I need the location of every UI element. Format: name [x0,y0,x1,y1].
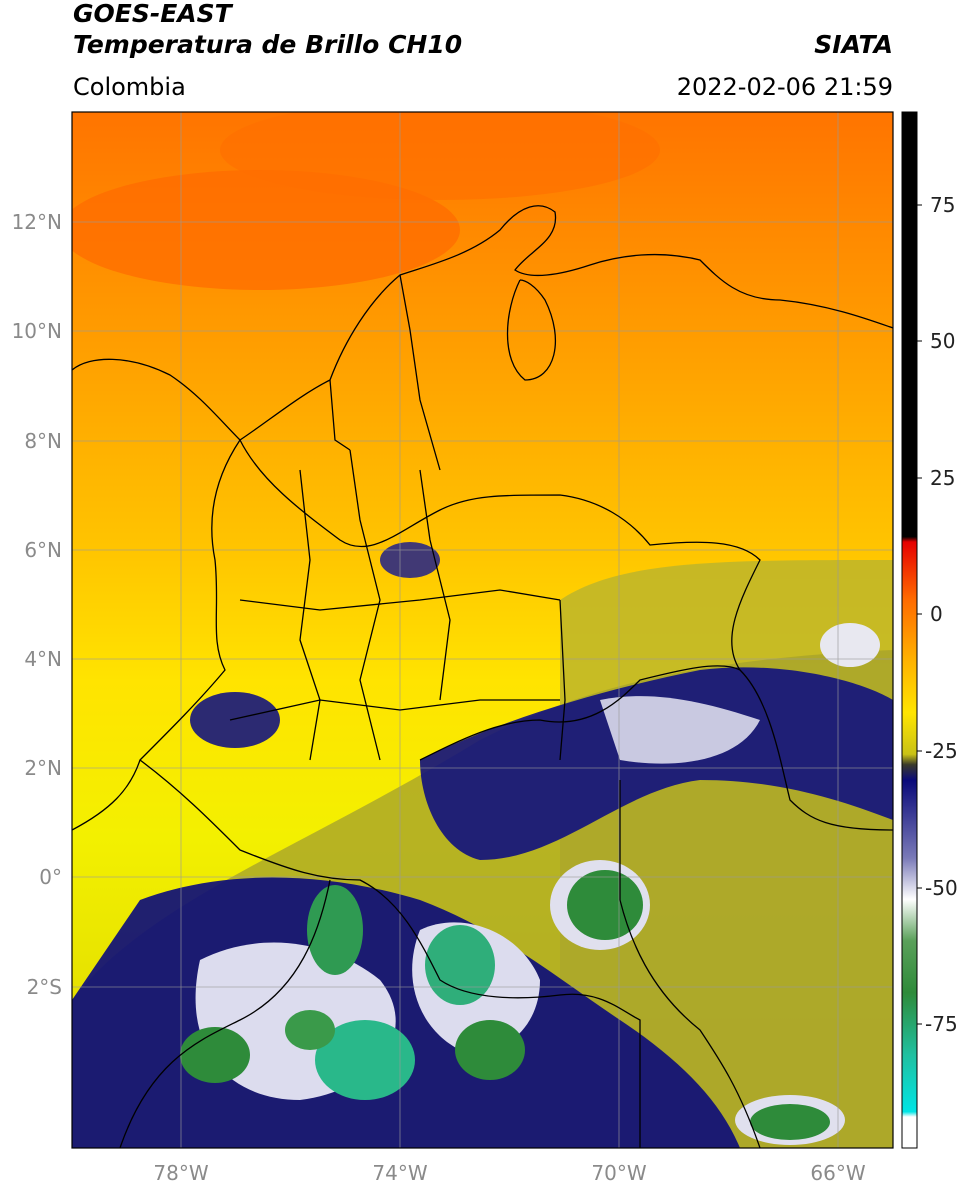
subtitle-region: Colombia [73,73,186,101]
latitude-labels: 12°N 10°N 8°N 6°N 4°N 2°N 0° 2°S [12,210,62,999]
subtitle-datetime: 2022-02-06 21:59 [676,73,893,101]
lake-maracaibo [506,279,557,381]
lon-label: 70°W [591,1161,646,1185]
lon-label: 66°W [810,1161,865,1185]
lat-label: 12°N [12,210,62,234]
department-border-8 [399,274,441,471]
colombia-venezuela-border [239,439,761,671]
pacific-coast [72,439,241,831]
department-border-2 [349,449,381,761]
convective-pacific [190,692,280,748]
coldest-top-6 [180,1027,250,1083]
coastlines-and-borders [72,205,893,1148]
department-border-3 [419,469,451,701]
lat-label: 6°N [24,538,62,562]
caribbean-coast [72,205,893,441]
colorbar-scale [901,111,918,1149]
lat-label: 2°S [27,975,62,999]
coldest-top-amazon [567,870,643,940]
lon-label: 78°W [153,1161,208,1185]
lat-label: 4°N [24,647,62,671]
colorbar-tick-label: 75 [930,193,955,217]
ecuador-peru-border [119,879,331,1148]
department-border-5 [229,699,560,721]
brazil-border [619,780,761,1148]
graticule [72,112,893,1148]
colorbar-tick-label: 25 [930,466,955,490]
warm-patch-north [220,112,660,200]
coldest-top-3 [315,1020,415,1100]
department-border-4 [239,589,561,611]
coldest-top-5 [455,1020,525,1080]
venezuela-brazil-border [419,665,893,831]
lat-label: 2°N [24,756,62,780]
department-border-1 [299,469,321,761]
title-brand: SIATA [814,30,893,59]
colorbar: 75 50 25 0 -25 -50 -75 [901,111,958,1149]
title-satellite: GOES-EAST [73,0,232,28]
title-product: Temperatura de Brillo CH10 [73,30,463,59]
convective-east [420,667,893,860]
colorbar-tick-label: -25 [925,739,958,763]
satellite-image [72,112,893,1148]
colorbar-tick-label: -75 [925,1012,958,1036]
lon-label: 74°W [372,1161,427,1185]
cold-top-east [600,696,760,764]
colombia-south-border [139,759,641,1148]
warm-patch-west [72,170,460,290]
colorbar-tick-label: 0 [930,602,943,626]
coldest-top-2 [425,925,495,1005]
coldest-top-se [750,1104,830,1140]
map-frame [71,111,894,1149]
department-border-6 [559,599,566,761]
coldest-top-1 [307,885,363,975]
colorbar-tick-marks [917,204,922,1025]
lat-label: 10°N [12,319,62,343]
lat-label: 8°N [24,429,62,453]
colorbar-tick-label: -50 [925,876,958,900]
cold-top-ne [820,623,880,667]
longitude-labels: 78°W 74°W 70°W 66°W [153,1161,865,1185]
coldest-top-4 [285,1010,335,1050]
department-border-7 [329,379,351,451]
lat-label: 0° [39,865,62,889]
colorbar-tick-label: 50 [930,329,955,353]
convective-andes [380,542,440,578]
